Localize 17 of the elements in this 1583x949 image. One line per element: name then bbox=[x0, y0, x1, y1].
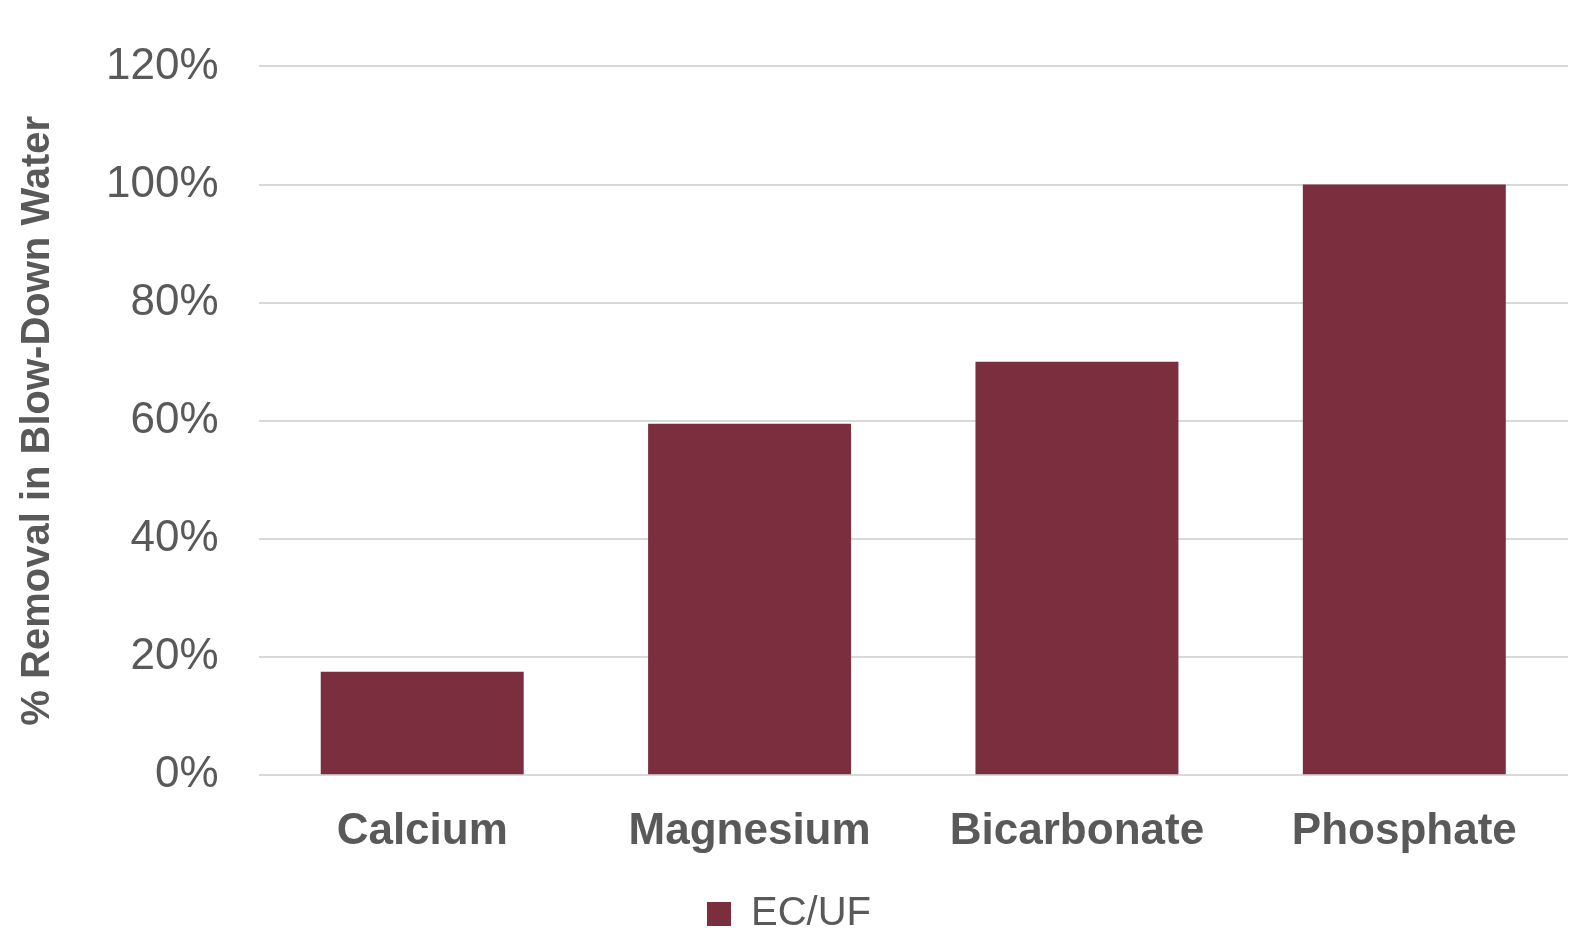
x-tick-label: Bicarbonate bbox=[949, 803, 1205, 853]
bar bbox=[648, 423, 852, 775]
legend-label: EC/UF bbox=[751, 889, 871, 934]
y-axis-title: % Removal in Blow-Down Water bbox=[13, 115, 58, 726]
y-tick-label: 20% bbox=[130, 629, 219, 679]
x-tick-label: Calcium bbox=[336, 803, 508, 853]
y-tick-label: 100% bbox=[105, 156, 219, 206]
y-tick-label: 120% bbox=[105, 38, 219, 88]
x-tick-label: Magnesium bbox=[628, 803, 871, 853]
bar bbox=[975, 361, 1179, 775]
y-tick-label: 80% bbox=[130, 274, 219, 324]
x-tick-label: Phosphate bbox=[1291, 803, 1517, 853]
bar bbox=[320, 671, 524, 775]
y-tick-label: 0% bbox=[154, 747, 219, 797]
bar bbox=[1302, 184, 1506, 775]
y-tick-label: 40% bbox=[130, 511, 219, 561]
y-tick-label: 60% bbox=[130, 392, 219, 442]
